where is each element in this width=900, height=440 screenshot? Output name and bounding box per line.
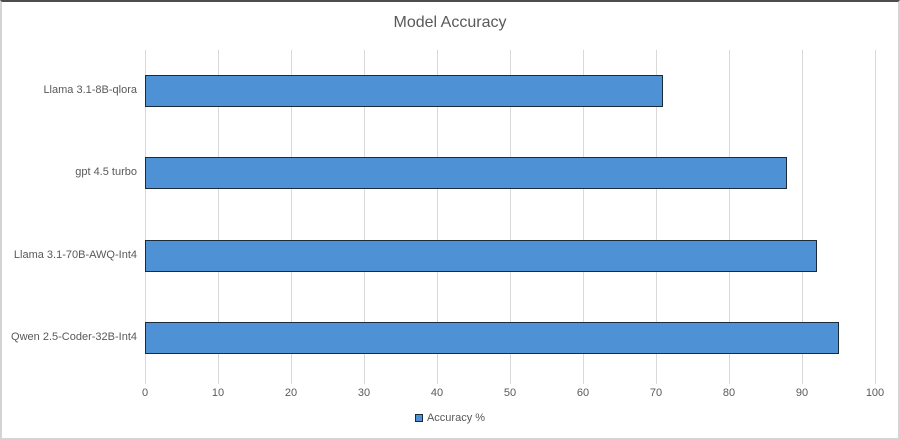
legend: Accuracy % — [2, 412, 898, 424]
x-axis-tick-label: 0 — [141, 387, 149, 399]
x-axis-tick-label: 80 — [722, 387, 736, 399]
chart-title: Model Accuracy — [393, 14, 507, 31]
x-axis-tick-label: 50 — [503, 387, 517, 399]
gridline — [509, 50, 511, 384]
gridline — [144, 50, 146, 384]
category-label: Llama 3.1-70B-AWQ-Int4 — [13, 248, 137, 261]
gridline — [728, 50, 730, 384]
x-axis-tick-label: 70 — [649, 387, 663, 399]
gridline — [801, 50, 803, 384]
bar-gpt 4.5 turbo — [145, 157, 788, 190]
gridline — [363, 50, 365, 384]
category-label: Qwen 2.5-Coder-32B-Int4 — [11, 330, 137, 343]
bar-Llama 3.1-8B-qlora — [145, 75, 664, 108]
gridline — [436, 50, 438, 384]
x-axis-tick-label: 20 — [284, 387, 298, 399]
category-label: Llama 3.1-8B-qlora — [43, 84, 137, 97]
x-axis-tick-label: 30 — [357, 387, 371, 399]
x-axis-tick-label: 90 — [795, 387, 809, 399]
gridline — [217, 50, 219, 384]
x-axis-tick-label: 60 — [576, 387, 590, 399]
gridline — [290, 50, 292, 384]
category-label: gpt 4.5 turbo — [75, 166, 137, 179]
gridline — [874, 50, 876, 384]
bar-Llama 3.1-70B-AWQ-Int4 — [145, 239, 817, 272]
bar-Qwen 2.5-Coder-32B-Int4 — [145, 321, 839, 354]
x-axis-tick-label: 10 — [211, 387, 225, 399]
x-axis-tick-label: 40 — [430, 387, 444, 399]
gridline — [655, 50, 657, 384]
x-axis-tick-label: 100 — [865, 387, 885, 399]
gridline — [582, 50, 584, 384]
legend-label: Accuracy % — [426, 412, 486, 424]
legend-marker-icon — [414, 414, 423, 422]
